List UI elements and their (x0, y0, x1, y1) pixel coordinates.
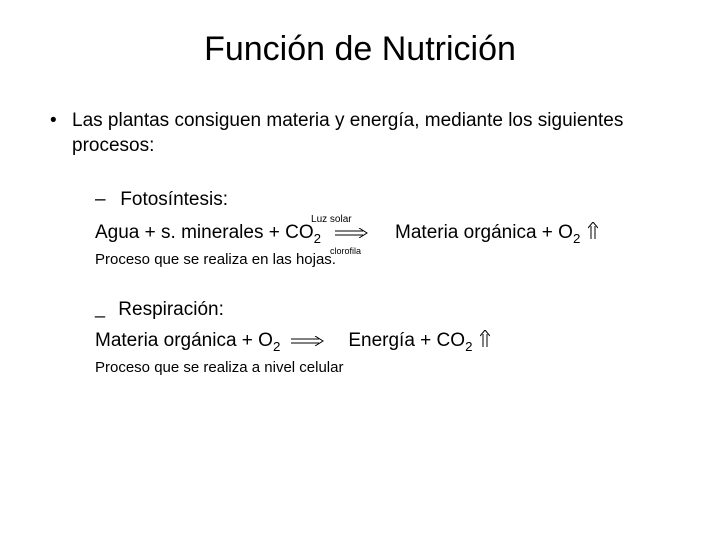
reaction-arrow-icon (333, 228, 369, 238)
foto-note: Proceso que se realiza en las hojas. (95, 251, 336, 268)
resp-products: Energía + CO2 (348, 329, 489, 354)
foto-arrow-block: Luz solar (321, 221, 381, 246)
slide: Función de Nutrición • Las plantas consi… (0, 0, 720, 540)
resp-note: Proceso que se realiza a nivel celular (95, 358, 680, 378)
foto-right-sub: 2 (573, 231, 580, 246)
foto-left-text: Agua + s. minerales + CO (95, 222, 314, 243)
resp-left-text: Materia orgánica + O (95, 330, 273, 351)
fotosintesis-reaction: Agua + s. minerales + CO2 Luz solar Mate… (95, 221, 680, 246)
gas-up-arrow-icon (588, 222, 598, 240)
foto-reactants: Agua + s. minerales + CO2 (95, 221, 321, 246)
clorofila-label: clorofila (330, 246, 361, 258)
respiracion-label: Respiración: (118, 299, 224, 320)
bullet-intro: • Las plantas consiguen materia y energí… (50, 109, 680, 158)
fotosintesis-heading: – Fotosíntesis: (95, 188, 680, 213)
dash-icon: _ (95, 297, 113, 320)
fotosintesis-label: Fotosíntesis: (120, 189, 228, 210)
resp-reactants: Materia orgánica + O2 (95, 329, 280, 354)
reaction-arrow-icon (289, 336, 325, 346)
foto-right-text: Materia orgánica + O (395, 222, 573, 243)
dash-icon: – (95, 188, 115, 213)
bullet-dot: • (50, 109, 72, 158)
foto-left-sub: 2 (314, 231, 321, 246)
slide-body: • Las plantas consiguen materia y energí… (40, 109, 680, 377)
foto-products: Materia orgánica + O2 (395, 221, 598, 246)
luz-solar-label: Luz solar (311, 213, 352, 226)
resp-right-text: Energía + CO (348, 330, 465, 351)
resp-right-sub: 2 (465, 339, 472, 354)
resp-arrow-block (280, 329, 334, 354)
respiracion-heading: _ Respiración: (95, 297, 680, 323)
foto-note-line: Proceso que se realiza en las hojas. clo… (95, 250, 680, 270)
respiracion-reaction: Materia orgánica + O2 Energía + CO2 (95, 329, 680, 354)
slide-title: Función de Nutrición (40, 30, 680, 69)
intro-text: Las plantas consiguen materia y energía,… (72, 109, 680, 158)
resp-left-sub: 2 (273, 339, 280, 354)
gas-up-arrow-icon (480, 330, 490, 348)
